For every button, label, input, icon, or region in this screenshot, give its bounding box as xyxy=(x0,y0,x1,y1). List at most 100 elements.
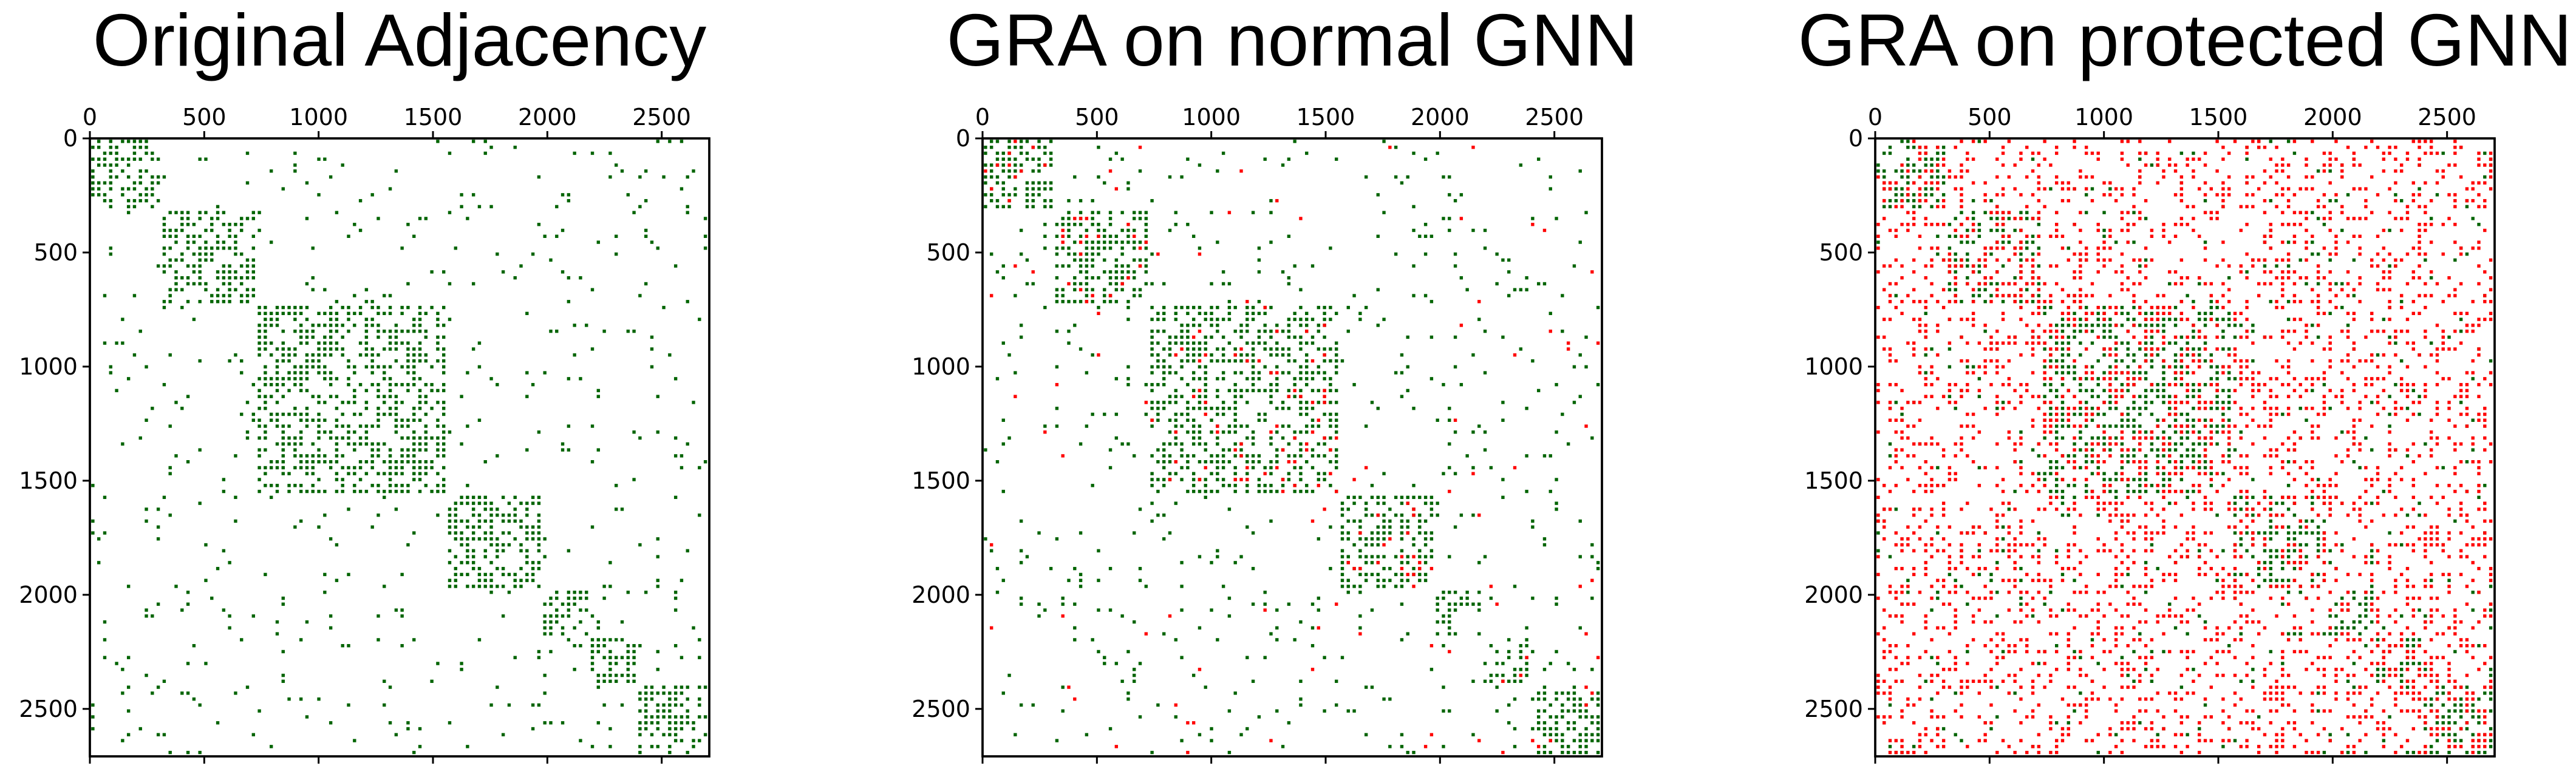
edge-point xyxy=(579,377,582,381)
edge-point xyxy=(698,638,701,642)
panel-title: GRA on protected GNN xyxy=(1798,0,2572,81)
edge-point xyxy=(2352,294,2356,297)
edge-point xyxy=(216,270,220,274)
edge-point xyxy=(132,151,137,155)
edge-point xyxy=(1263,365,1267,369)
reconstructed-edge-point xyxy=(1323,395,1326,398)
edge-point xyxy=(626,662,630,665)
edge-point xyxy=(1370,685,1374,689)
edge-point xyxy=(2286,264,2291,268)
edge-point xyxy=(222,300,226,304)
edge-point xyxy=(2090,638,2094,642)
edge-point xyxy=(145,507,148,511)
edge-point xyxy=(245,300,250,304)
edge-point xyxy=(466,745,469,748)
edge-point xyxy=(430,436,434,440)
edge-point xyxy=(1150,454,1154,458)
edge-point xyxy=(341,478,344,481)
edge-point xyxy=(269,317,273,321)
edge-point xyxy=(2162,347,2165,351)
edge-point xyxy=(2126,489,2130,494)
edge-point xyxy=(264,317,267,321)
edge-point xyxy=(2007,507,2011,511)
edge-point xyxy=(1382,531,1386,535)
edge-point xyxy=(2441,703,2445,707)
edge-point xyxy=(2227,388,2231,393)
edge-point xyxy=(471,525,475,529)
edge-point xyxy=(2292,632,2297,636)
edge-point xyxy=(1257,246,1261,250)
edge-point xyxy=(2179,412,2184,416)
edge-point xyxy=(1519,668,1522,671)
edge-point xyxy=(1162,478,1166,481)
edge-point xyxy=(186,217,190,220)
edge-point xyxy=(180,608,184,612)
edge-point xyxy=(1061,300,1065,304)
edge-point xyxy=(2281,501,2285,505)
edge-point xyxy=(234,495,237,500)
edge-point xyxy=(257,347,261,351)
edge-point xyxy=(1114,240,1119,244)
edge-point xyxy=(1103,294,1106,297)
edge-point xyxy=(317,347,321,351)
edge-point xyxy=(2173,305,2178,310)
edge-point xyxy=(2138,478,2142,481)
edge-point xyxy=(1930,187,1934,191)
edge-point xyxy=(2411,662,2415,665)
edge-point xyxy=(293,163,297,167)
edge-point xyxy=(1133,679,1136,684)
edge-point xyxy=(513,572,517,577)
edge-point xyxy=(2198,311,2201,316)
edge-point xyxy=(1876,549,1880,552)
edge-point xyxy=(228,294,231,297)
edge-point xyxy=(2257,572,2261,577)
edge-point xyxy=(2049,407,2053,410)
edge-point xyxy=(1513,673,1517,677)
reconstructed-edge-point xyxy=(1031,145,1035,149)
edge-point xyxy=(626,673,630,677)
edge-point xyxy=(984,448,987,452)
edge-point xyxy=(537,525,541,529)
edge-point xyxy=(638,733,642,736)
edge-point xyxy=(1031,703,1035,707)
edge-point xyxy=(2173,365,2178,369)
edge-point xyxy=(448,513,452,517)
edge-point xyxy=(1186,223,1190,226)
edge-point xyxy=(1590,739,1594,742)
edge-point xyxy=(2429,579,2433,582)
edge-point xyxy=(2084,388,2088,393)
edge-point xyxy=(103,620,107,624)
edge-point xyxy=(2138,395,2142,398)
edge-point xyxy=(656,709,659,713)
edge-point xyxy=(186,395,190,398)
edge-point xyxy=(424,466,428,470)
edge-point xyxy=(436,472,440,475)
edge-point xyxy=(477,341,482,345)
edge-point xyxy=(1305,317,1309,321)
edge-point xyxy=(1894,401,1898,404)
edge-point xyxy=(162,305,166,310)
edge-point xyxy=(995,175,1000,179)
edge-point xyxy=(400,608,404,612)
edge-point xyxy=(2079,317,2082,321)
edge-point xyxy=(311,442,315,446)
edge-point xyxy=(1382,697,1386,701)
edge-point xyxy=(596,638,601,642)
edge-point xyxy=(2067,721,2070,725)
edge-point xyxy=(1150,341,1154,345)
edge-point xyxy=(1233,371,1237,375)
edge-point xyxy=(1275,407,1279,410)
edge-point xyxy=(311,454,315,458)
edge-point xyxy=(2286,507,2291,511)
reconstructed-edge-point xyxy=(1549,739,1552,742)
reconstructed-edge-point xyxy=(2394,145,2397,149)
edge-point xyxy=(1061,264,1065,268)
edge-point xyxy=(377,217,380,220)
edge-point xyxy=(1489,643,1493,648)
reconstructed-edge-point xyxy=(1894,460,1898,464)
edge-point xyxy=(1555,739,1558,742)
edge-point xyxy=(1989,217,1993,220)
edge-point xyxy=(2209,424,2213,428)
edge-point xyxy=(1138,211,1142,214)
edge-point xyxy=(984,181,987,185)
